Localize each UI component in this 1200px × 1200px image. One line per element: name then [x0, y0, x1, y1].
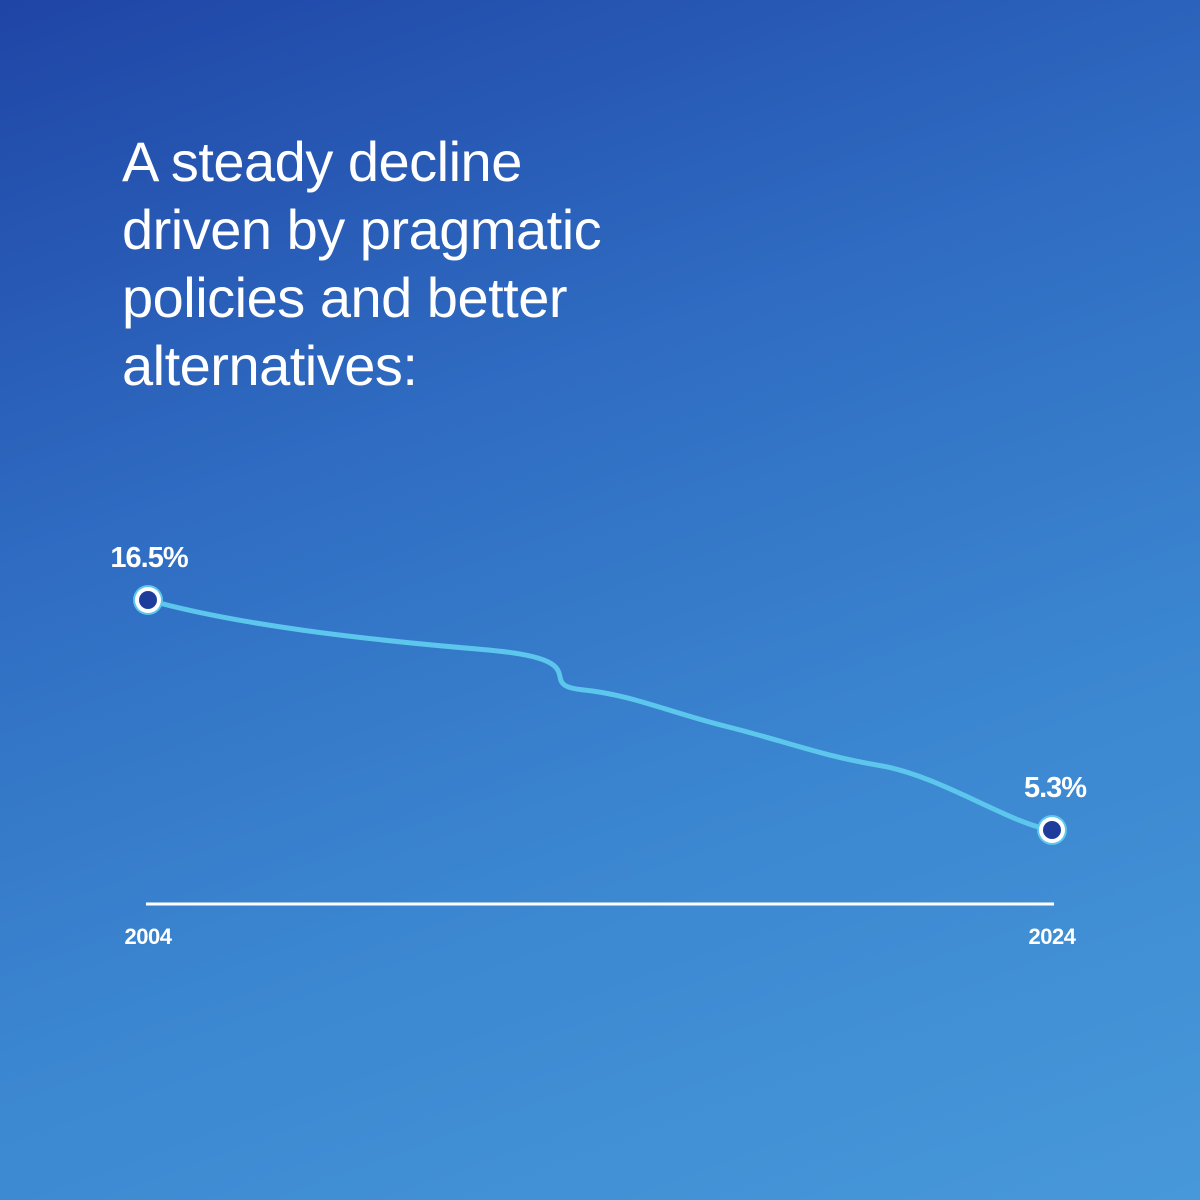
title-line-2: driven by pragmatic — [122, 198, 602, 261]
x-tick-label: 2004 — [125, 924, 173, 949]
data-point — [1043, 821, 1061, 839]
data-label: 16.5% — [110, 542, 188, 574]
title-line-1: A steady decline — [122, 130, 522, 193]
title-line-4: alternatives: — [122, 334, 418, 397]
plot-area: 16.5% 5.3% 2004 2024 — [110, 542, 1088, 949]
title-line-3: policies and better — [122, 266, 568, 329]
x-tick-label: 2024 — [1029, 924, 1077, 949]
series-line — [145, 597, 1055, 833]
data-label: 5.3% — [1024, 772, 1087, 804]
data-point — [139, 591, 157, 609]
chart-title: A steady decline driven by pragmatic pol… — [122, 128, 822, 400]
